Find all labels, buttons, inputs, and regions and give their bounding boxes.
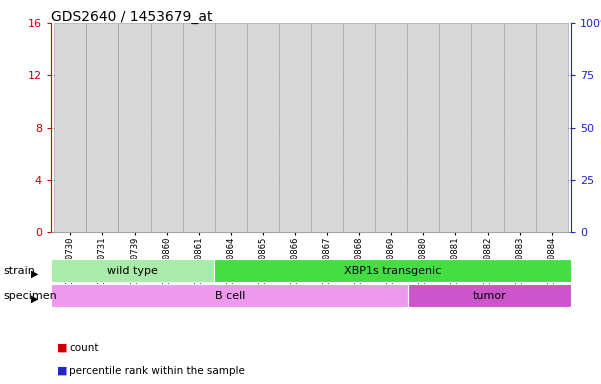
Bar	[213, 259, 571, 282]
FancyBboxPatch shape	[343, 23, 375, 232]
Bar	[94, 190, 111, 232]
Bar	[99, 226, 106, 232]
Bar	[511, 213, 528, 232]
Bar	[516, 226, 523, 232]
Text: wild type: wild type	[107, 266, 157, 276]
Bar	[51, 259, 213, 282]
Text: GDS2640 / 1453679_at: GDS2640 / 1453679_at	[51, 10, 213, 23]
Bar	[227, 220, 235, 232]
Bar	[382, 82, 400, 232]
Bar	[543, 79, 561, 232]
Bar	[415, 193, 432, 232]
FancyBboxPatch shape	[151, 23, 183, 232]
FancyBboxPatch shape	[375, 23, 407, 232]
FancyBboxPatch shape	[118, 23, 151, 232]
Text: count: count	[69, 343, 99, 353]
Text: ■: ■	[57, 343, 67, 353]
Bar	[484, 224, 492, 232]
Bar	[61, 147, 79, 232]
FancyBboxPatch shape	[535, 23, 568, 232]
Text: XBP1s transgenic: XBP1s transgenic	[344, 266, 441, 276]
Bar	[319, 53, 336, 232]
Bar	[286, 58, 304, 232]
Text: tumor: tumor	[473, 291, 507, 301]
Bar	[387, 223, 395, 232]
Bar	[222, 60, 240, 232]
Bar	[451, 219, 459, 232]
FancyBboxPatch shape	[439, 23, 471, 232]
Bar	[66, 225, 75, 232]
Bar	[254, 188, 272, 232]
FancyBboxPatch shape	[471, 23, 504, 232]
Bar	[130, 211, 138, 232]
Text: specimen: specimen	[3, 291, 56, 301]
Bar	[447, 130, 464, 232]
Bar	[51, 284, 409, 307]
FancyBboxPatch shape	[183, 23, 215, 232]
FancyBboxPatch shape	[247, 23, 279, 232]
Text: ▶: ▶	[31, 294, 38, 304]
Bar	[259, 225, 267, 232]
Text: ■: ■	[57, 366, 67, 376]
Bar	[478, 32, 496, 232]
Bar	[323, 215, 331, 232]
FancyBboxPatch shape	[215, 23, 247, 232]
Bar	[190, 158, 207, 232]
FancyBboxPatch shape	[504, 23, 535, 232]
Text: ▶: ▶	[31, 269, 38, 279]
Bar	[350, 88, 368, 232]
FancyBboxPatch shape	[311, 23, 343, 232]
Bar	[163, 224, 171, 232]
Bar	[355, 224, 363, 232]
FancyBboxPatch shape	[407, 23, 439, 232]
FancyBboxPatch shape	[87, 23, 118, 232]
Bar	[548, 222, 556, 232]
Bar	[158, 156, 175, 232]
Bar	[195, 225, 203, 232]
Bar	[126, 75, 144, 232]
Bar	[419, 226, 427, 232]
FancyBboxPatch shape	[54, 23, 87, 232]
FancyBboxPatch shape	[279, 23, 311, 232]
Text: B cell: B cell	[215, 291, 245, 301]
Bar	[409, 284, 571, 307]
Text: percentile rank within the sample: percentile rank within the sample	[69, 366, 245, 376]
Text: strain: strain	[3, 266, 35, 276]
Bar	[291, 218, 299, 232]
